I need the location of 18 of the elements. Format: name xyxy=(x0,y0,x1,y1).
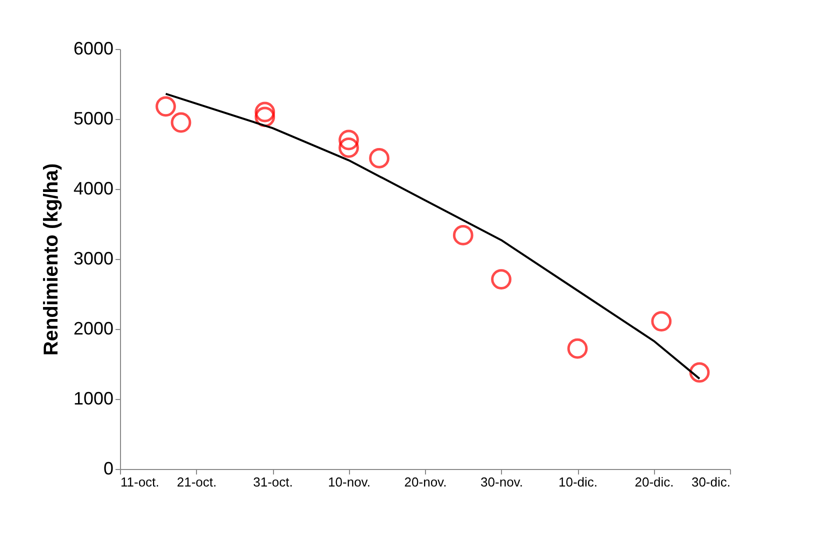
x-tick-label: 21-oct. xyxy=(176,474,217,490)
x-tick-label: 30-dic. xyxy=(691,474,730,490)
x-tick-label: 10-dic. xyxy=(558,474,598,490)
y-tick-label: 5000 xyxy=(73,108,114,128)
x-tick-label: 11-oct. xyxy=(120,474,160,490)
y-tick-label: 1000 xyxy=(73,388,114,408)
x-tick-label: 30-nov. xyxy=(480,474,523,490)
y-tick-label: 2000 xyxy=(73,318,114,338)
line-series xyxy=(164,92,700,380)
x-tick-label: 20-dic. xyxy=(634,474,674,490)
y-tick-label: 0 xyxy=(103,458,114,478)
y-tick-label: 3000 xyxy=(73,248,114,268)
x-tick-label: 31-oct. xyxy=(253,474,293,490)
y-tick-label: 6000 xyxy=(73,38,114,58)
x-tick-label: 10-nov. xyxy=(328,474,370,490)
x-tick-label: 20-nov. xyxy=(404,474,447,490)
y-axis-title: Rendimiento (kg/ha) xyxy=(40,163,62,356)
y-tick-label: 4000 xyxy=(73,178,114,198)
